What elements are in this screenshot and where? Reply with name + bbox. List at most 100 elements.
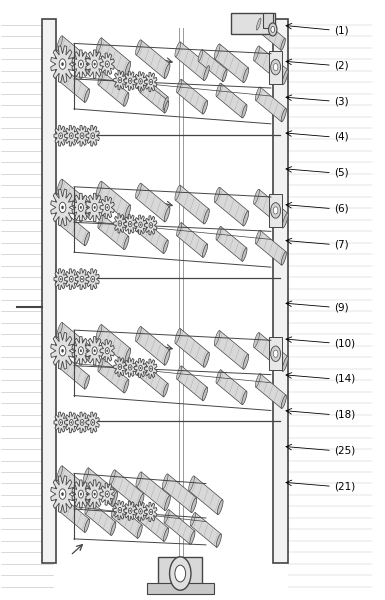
Circle shape	[59, 419, 62, 425]
Polygon shape	[57, 323, 91, 361]
Ellipse shape	[281, 109, 286, 122]
Circle shape	[149, 509, 152, 515]
Text: (10): (10)	[334, 338, 355, 348]
Bar	[158, 557, 202, 590]
Polygon shape	[100, 340, 114, 362]
Circle shape	[71, 135, 72, 137]
Ellipse shape	[243, 68, 249, 83]
Circle shape	[119, 79, 121, 81]
Ellipse shape	[84, 376, 90, 389]
Polygon shape	[75, 412, 89, 433]
Circle shape	[118, 364, 122, 370]
Ellipse shape	[282, 356, 288, 371]
Circle shape	[80, 493, 82, 495]
Circle shape	[80, 206, 82, 209]
Ellipse shape	[57, 36, 62, 50]
Polygon shape	[214, 331, 248, 369]
Circle shape	[94, 350, 95, 352]
Ellipse shape	[203, 101, 208, 114]
Ellipse shape	[164, 509, 169, 523]
Polygon shape	[175, 185, 209, 224]
Text: (2): (2)	[334, 60, 348, 70]
Polygon shape	[97, 325, 130, 363]
Ellipse shape	[98, 71, 103, 85]
Ellipse shape	[243, 211, 249, 226]
Circle shape	[150, 224, 151, 226]
Circle shape	[92, 135, 93, 137]
Circle shape	[107, 493, 108, 495]
Ellipse shape	[177, 366, 182, 379]
Polygon shape	[86, 269, 99, 290]
Polygon shape	[124, 214, 136, 234]
Text: (5): (5)	[334, 168, 348, 178]
Polygon shape	[98, 215, 129, 250]
Circle shape	[139, 79, 142, 84]
Ellipse shape	[281, 395, 286, 409]
Ellipse shape	[177, 79, 182, 92]
Text: (21): (21)	[334, 481, 355, 491]
Ellipse shape	[57, 466, 62, 481]
Bar	[263, 13, 273, 28]
Circle shape	[59, 202, 66, 212]
Polygon shape	[59, 497, 89, 532]
Polygon shape	[72, 50, 90, 78]
Polygon shape	[124, 71, 136, 91]
Polygon shape	[137, 76, 168, 110]
Ellipse shape	[269, 23, 277, 36]
Polygon shape	[136, 40, 170, 79]
Ellipse shape	[243, 355, 249, 370]
Ellipse shape	[218, 500, 223, 515]
Polygon shape	[72, 193, 90, 221]
Polygon shape	[54, 269, 67, 290]
Ellipse shape	[85, 500, 90, 514]
Ellipse shape	[137, 525, 142, 538]
Polygon shape	[57, 466, 91, 505]
Circle shape	[80, 63, 82, 65]
Circle shape	[62, 349, 64, 352]
Circle shape	[107, 350, 108, 352]
Bar	[269, 337, 282, 370]
Circle shape	[140, 511, 141, 512]
Polygon shape	[114, 357, 126, 376]
Ellipse shape	[136, 326, 141, 341]
Polygon shape	[86, 125, 99, 146]
Circle shape	[82, 135, 83, 137]
Ellipse shape	[125, 348, 131, 363]
Circle shape	[62, 62, 64, 65]
Circle shape	[119, 366, 121, 368]
Polygon shape	[134, 215, 147, 235]
Circle shape	[105, 204, 109, 211]
Polygon shape	[65, 412, 78, 433]
Ellipse shape	[214, 187, 220, 202]
Ellipse shape	[125, 205, 131, 220]
Polygon shape	[54, 125, 67, 146]
Polygon shape	[86, 412, 99, 433]
Polygon shape	[86, 337, 104, 365]
Circle shape	[271, 59, 281, 75]
Ellipse shape	[242, 391, 247, 404]
Ellipse shape	[96, 181, 102, 196]
Polygon shape	[175, 42, 209, 80]
Circle shape	[149, 223, 152, 228]
Polygon shape	[138, 506, 168, 541]
Circle shape	[107, 63, 108, 65]
Polygon shape	[136, 326, 170, 365]
Polygon shape	[86, 193, 104, 221]
Polygon shape	[137, 219, 168, 253]
Circle shape	[129, 221, 132, 227]
Circle shape	[139, 509, 142, 514]
Circle shape	[71, 422, 72, 424]
Polygon shape	[65, 125, 78, 146]
Polygon shape	[86, 50, 104, 78]
Circle shape	[92, 60, 97, 68]
Circle shape	[79, 60, 84, 68]
Polygon shape	[86, 480, 104, 508]
Circle shape	[130, 510, 131, 512]
Circle shape	[273, 64, 278, 71]
Polygon shape	[97, 38, 130, 76]
Circle shape	[80, 133, 84, 139]
Ellipse shape	[242, 104, 247, 118]
Circle shape	[118, 508, 122, 513]
Circle shape	[271, 203, 281, 218]
Ellipse shape	[124, 93, 129, 106]
